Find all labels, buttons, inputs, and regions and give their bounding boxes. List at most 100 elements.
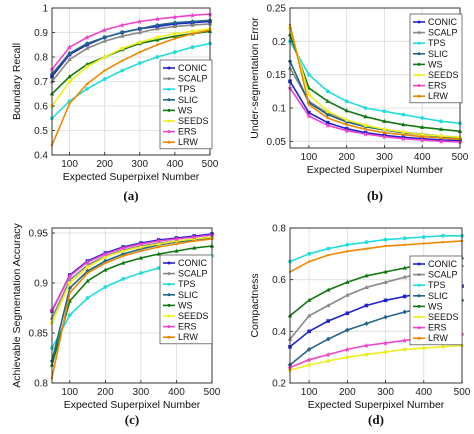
data-point-ws bbox=[344, 108, 349, 113]
data-point-scalp bbox=[155, 26, 160, 31]
y-tick-label: 0.8 bbox=[34, 53, 48, 64]
data-point-ws bbox=[364, 273, 369, 278]
data-point-tps bbox=[102, 77, 107, 81]
data-point-scalp bbox=[364, 285, 369, 290]
y-tick-label: 0.9 bbox=[34, 279, 48, 290]
data-point-lrw bbox=[439, 136, 443, 140]
x-axis-label: Expected Superpixel Number bbox=[308, 399, 445, 411]
data-point-lrw bbox=[346, 250, 349, 253]
y-tick-label: 0.4 bbox=[272, 327, 286, 338]
chart-panel-d: 100 200 300 400 500 0.2 0.4 0.6 0.8 Expected Supe… bbox=[249, 224, 471, 428]
data-point-ers bbox=[362, 131, 369, 137]
y-tick-label: 0.05 bbox=[267, 137, 287, 148]
data-point-lrw bbox=[441, 241, 445, 244]
legend-marker-seeds bbox=[167, 119, 171, 123]
data-point-conic bbox=[307, 329, 311, 334]
y-tick-label: 0.8 bbox=[272, 224, 286, 235]
data-point-tps bbox=[364, 240, 369, 245]
data-point-tps bbox=[325, 89, 330, 94]
data-point-tps bbox=[121, 277, 126, 281]
data-point-ws bbox=[402, 265, 407, 270]
legend-marker-ers bbox=[417, 326, 421, 330]
legend-label-tps: TPS bbox=[428, 280, 446, 290]
data-point-tps bbox=[402, 236, 407, 241]
legend-marker-conic bbox=[167, 66, 171, 70]
chart-panel-a: 100 200 300 400 500 0.4 0.5 0.6 0.7 0.8 0.9 1 Expect… bbox=[11, 4, 219, 204]
series-line-ers bbox=[51, 234, 213, 311]
data-point-tps bbox=[420, 116, 425, 120]
legend-label-ers: ERS bbox=[178, 322, 197, 332]
legend-label-conic: CONIC bbox=[178, 63, 208, 73]
legend-marker-ers bbox=[167, 325, 171, 329]
data-point-conic bbox=[345, 311, 350, 316]
data-point-conic bbox=[307, 110, 311, 115]
data-point-ws bbox=[172, 33, 178, 38]
data-point-lrw bbox=[103, 69, 106, 72]
x-axis-label: Expected Superpixel Number bbox=[307, 164, 444, 176]
data-point-tps bbox=[421, 235, 426, 239]
data-point-slic bbox=[67, 285, 72, 291]
data-point-lrw bbox=[139, 249, 143, 253]
x-tick-label: 500 bbox=[202, 159, 219, 170]
series-line-scalp bbox=[51, 23, 211, 82]
data-point-tps bbox=[172, 50, 177, 54]
data-point-slic bbox=[345, 327, 350, 333]
y-tick-label: 0.1 bbox=[272, 104, 286, 115]
data-point-slic bbox=[172, 20, 178, 26]
legend-label-conic: CONIC bbox=[178, 258, 208, 268]
y-tick-label: 0.9 bbox=[34, 28, 48, 39]
data-point-seeds bbox=[363, 123, 368, 128]
data-point-lrw bbox=[191, 32, 194, 35]
data-point-lrw bbox=[364, 128, 367, 131]
series-line-lrw bbox=[51, 238, 213, 379]
data-point-scalp bbox=[137, 30, 142, 35]
legend-marker-ers bbox=[167, 130, 171, 134]
legend-marker-ws bbox=[417, 62, 421, 66]
data-point-scalp bbox=[326, 303, 331, 308]
data-point-ws bbox=[174, 248, 179, 253]
data-point-conic bbox=[364, 303, 369, 308]
data-point-tps bbox=[345, 242, 350, 247]
legend-label-seeds: SEEDS bbox=[178, 116, 209, 126]
legend-label-ers: ERS bbox=[428, 81, 447, 91]
legend-label-seeds: SEEDS bbox=[178, 311, 209, 321]
data-point-ers bbox=[306, 357, 312, 363]
series-line-seeds bbox=[51, 236, 213, 324]
data-point-ers bbox=[344, 346, 350, 352]
data-point-lrw bbox=[383, 131, 386, 134]
y-tick-label: 0.95 bbox=[29, 229, 49, 240]
data-point-seeds bbox=[85, 64, 90, 69]
x-tick-label: 400 bbox=[415, 387, 432, 398]
data-point-seeds bbox=[120, 46, 125, 51]
x-tick-label: 200 bbox=[97, 387, 114, 398]
data-point-ers bbox=[381, 134, 388, 140]
data-point-seeds bbox=[383, 350, 388, 354]
chart-panel-c: 100 200 300 400 500 0.8 0.85 0.9 0.95 Expected Su… bbox=[11, 222, 221, 427]
data-point-seeds bbox=[85, 265, 90, 269]
data-point-lrw bbox=[138, 50, 141, 54]
data-point-ers bbox=[189, 12, 196, 18]
data-point-ers bbox=[438, 138, 444, 144]
series-line-ws bbox=[289, 34, 461, 133]
data-point-lrw bbox=[421, 135, 424, 138]
data-point-slic bbox=[326, 336, 331, 342]
data-point-scalp bbox=[190, 22, 195, 27]
data-point-tps bbox=[190, 45, 195, 50]
data-point-ws bbox=[382, 118, 387, 123]
data-point-ws bbox=[345, 279, 350, 284]
data-point-scalp bbox=[120, 33, 125, 38]
data-point-lrw bbox=[307, 260, 311, 263]
data-point-slic bbox=[306, 347, 312, 352]
data-point-seeds bbox=[345, 355, 350, 360]
data-point-seeds bbox=[344, 118, 349, 122]
panel-label: (a) bbox=[123, 188, 138, 203]
data-point-lrw bbox=[193, 239, 196, 243]
legend-marker-slic bbox=[167, 98, 171, 102]
legend-label-tps: TPS bbox=[428, 38, 446, 48]
x-axis-label: Expected Superpixel Number bbox=[63, 171, 200, 183]
data-point-slic bbox=[325, 112, 330, 118]
data-point-scalp bbox=[102, 38, 107, 43]
y-tick-label: 0.5 bbox=[34, 126, 48, 137]
